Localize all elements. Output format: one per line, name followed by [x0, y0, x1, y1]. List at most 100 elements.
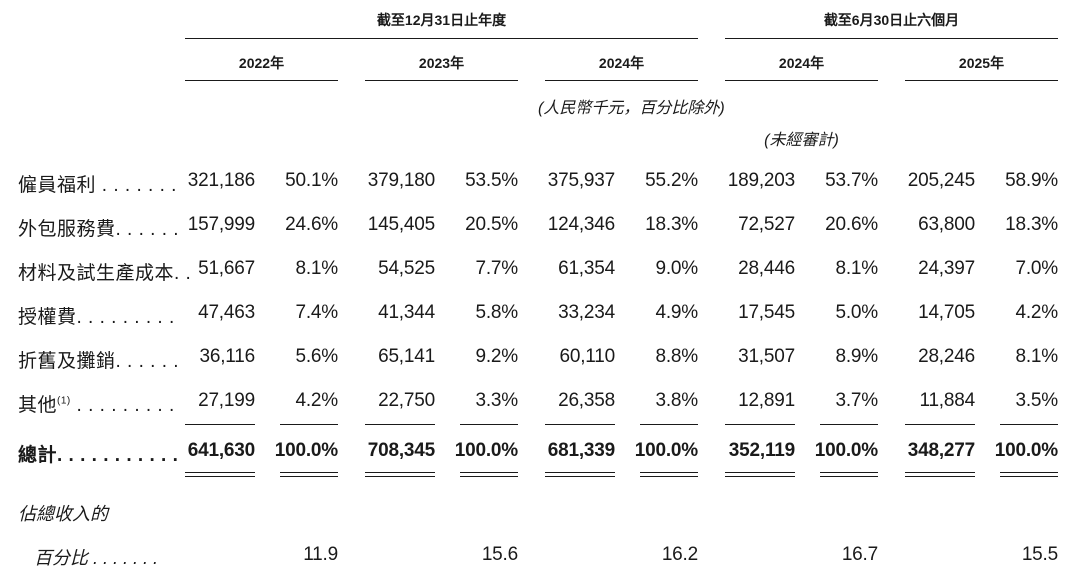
- amount-cell: 61,354: [558, 258, 615, 279]
- total-percent-cell: 100.0%: [994, 440, 1058, 461]
- amount-cell: 27,199: [198, 390, 255, 411]
- total-double-rule: [185, 472, 255, 473]
- percent-cell: 7.4%: [295, 302, 338, 323]
- amount-cell: 157,999: [187, 214, 255, 235]
- amount-cell: 60,110: [559, 346, 615, 367]
- percent-cell: 8.9%: [835, 346, 878, 367]
- amount-cell: 36,116: [199, 346, 255, 367]
- subtotal-rule: [640, 424, 698, 425]
- amount-cell: 12,891: [738, 390, 795, 411]
- amount-cell: 205,245: [907, 170, 975, 191]
- total-amount-cell: 681,339: [547, 440, 615, 461]
- total-double-rule: [280, 476, 338, 477]
- percent-cell: 5.6%: [295, 346, 338, 367]
- percent-cell: 4.2%: [1015, 302, 1058, 323]
- amount-cell: 321,186: [187, 170, 255, 191]
- footer-percent-cell: 15.6: [481, 544, 518, 565]
- percent-cell: 8.1%: [1015, 346, 1058, 367]
- row-label-text: 其他: [18, 395, 58, 416]
- amount-cell: 26,358: [558, 390, 615, 411]
- total-double-rule: [185, 476, 255, 477]
- total-double-rule: [820, 472, 878, 473]
- total-percent-cell: 100.0%: [814, 440, 878, 461]
- amount-cell: 189,203: [727, 170, 795, 191]
- subtotal-rule: [1000, 424, 1058, 425]
- year-header-2022: 2022年: [238, 55, 285, 71]
- amount-cell: 145,405: [367, 214, 435, 235]
- amount-cell: 17,545: [738, 302, 795, 323]
- footer-percent-cell: 16.2: [661, 544, 698, 565]
- amount-cell: 22,750: [378, 390, 435, 411]
- amount-cell: 51,667: [198, 258, 255, 279]
- total-percent-cell: 100.0%: [634, 440, 698, 461]
- year-header-2023: 2023年: [418, 55, 465, 71]
- year-header-rule: [905, 80, 1058, 81]
- percent-cell: 5.8%: [475, 302, 518, 323]
- year-header-2024-h1: 2024年: [778, 55, 825, 71]
- amount-cell: 379,180: [367, 170, 435, 191]
- footer-percent-cell: 16.7: [841, 544, 878, 565]
- year-header-rule: [725, 80, 878, 81]
- percent-cell: 3.5%: [1015, 390, 1058, 411]
- amount-cell: 72,527: [738, 214, 795, 235]
- amount-cell: 63,800: [918, 214, 975, 235]
- amount-cell: 11,884: [919, 390, 975, 411]
- percent-cell: 3.7%: [835, 390, 878, 411]
- total-double-rule: [280, 472, 338, 473]
- footnote-marker: (1): [57, 395, 71, 407]
- total-double-rule: [545, 472, 615, 473]
- subtotal-rule: [905, 424, 975, 425]
- total-double-rule: [1000, 472, 1058, 473]
- row-label: 材料及試生產成本. .: [18, 263, 192, 284]
- footer-percent-cell: 11.9: [303, 544, 338, 565]
- percent-cell: 8.1%: [835, 258, 878, 279]
- amount-cell: 54,525: [378, 258, 435, 279]
- footer-label-line2: 百分比 . . . . . . .: [34, 548, 159, 568]
- percent-cell: 18.3%: [645, 214, 698, 235]
- amount-cell: 33,234: [558, 302, 615, 323]
- percent-cell: 7.7%: [475, 258, 518, 279]
- percent-cell: 20.6%: [825, 214, 878, 235]
- header-group-six-months: 截至6月30日止六個月: [823, 12, 960, 28]
- year-header-rule: [365, 80, 518, 81]
- percent-cell: 3.3%: [475, 390, 518, 411]
- percent-cell: 7.0%: [1015, 258, 1058, 279]
- footer-label-line1: 佔總收入的: [18, 504, 108, 524]
- total-double-rule: [365, 476, 435, 477]
- percent-cell: 20.5%: [465, 214, 518, 235]
- total-amount-cell: 708,345: [367, 440, 435, 461]
- amount-cell: 65,141: [378, 346, 435, 367]
- percent-cell: 24.6%: [285, 214, 338, 235]
- unaudited-note: (未經審計): [764, 132, 839, 149]
- amount-cell: 28,446: [738, 258, 795, 279]
- percent-cell: 55.2%: [645, 170, 698, 191]
- subtotal-rule: [460, 424, 518, 425]
- percent-cell: 4.9%: [655, 302, 698, 323]
- year-header-rule: [185, 80, 338, 81]
- subtotal-rule: [725, 424, 795, 425]
- total-amount-cell: 641,630: [187, 440, 255, 461]
- year-header-2025-h1: 2025年: [958, 55, 1005, 71]
- percent-cell: 9.2%: [475, 346, 518, 367]
- percent-cell: 53.7%: [825, 170, 878, 191]
- percent-cell: 4.2%: [295, 390, 338, 411]
- amount-cell: 124,346: [547, 214, 615, 235]
- row-label: 折舊及攤銷. . . . . .: [18, 351, 180, 372]
- amount-cell: 24,397: [918, 258, 975, 279]
- amount-cell: 375,937: [547, 170, 615, 191]
- percent-cell: 53.5%: [465, 170, 518, 191]
- total-double-rule: [545, 476, 615, 477]
- total-double-rule: [905, 472, 975, 473]
- row-label: 僱員福利 . . . . . . .: [18, 175, 177, 196]
- total-label: 總計. . . . . . . . . . .: [18, 445, 179, 466]
- subtotal-rule: [280, 424, 338, 425]
- percent-cell: 18.3%: [1005, 214, 1058, 235]
- percent-cell: 50.1%: [285, 170, 338, 191]
- subtotal-rule: [365, 424, 435, 425]
- row-label-dots: . . . . . . . . .: [70, 395, 175, 416]
- total-double-rule: [725, 472, 795, 473]
- amount-cell: 31,507: [738, 346, 795, 367]
- amount-cell: 47,463: [198, 302, 255, 323]
- total-double-rule: [725, 476, 795, 477]
- total-double-rule: [820, 476, 878, 477]
